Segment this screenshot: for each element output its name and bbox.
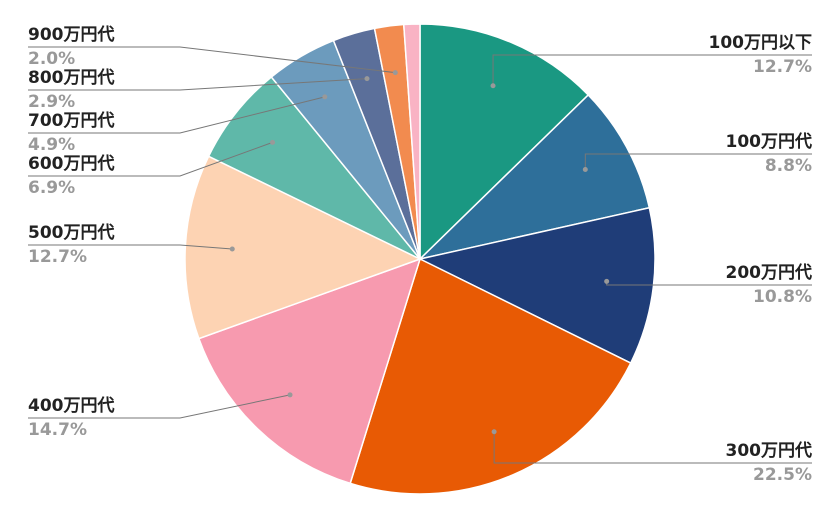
slice-value-label: 14.7% xyxy=(28,420,87,440)
slice-value-label: 6.9% xyxy=(28,178,75,198)
pie-slice xyxy=(419,23,590,261)
leader-line xyxy=(28,141,273,177)
leader-dot xyxy=(364,76,370,82)
slice-value-label: 2.9% xyxy=(28,92,75,112)
slice-label: 500万円代 xyxy=(28,222,115,243)
slice-label: 900万円代 xyxy=(28,24,115,45)
pie-slice xyxy=(197,257,422,485)
leader-line xyxy=(493,431,812,464)
pie-slice xyxy=(402,23,421,260)
leader-dot xyxy=(490,83,496,89)
slice-label: 600万円代 xyxy=(28,153,115,174)
slice-label: 800万円代 xyxy=(28,67,115,88)
slice-value-label: 12.7% xyxy=(28,247,87,267)
leader-dot xyxy=(491,429,497,435)
leader-line xyxy=(28,46,396,74)
slice-value-label: 2.0% xyxy=(28,49,75,69)
leader-line xyxy=(492,54,812,86)
leader-dot xyxy=(392,70,398,76)
leader-line xyxy=(28,96,325,134)
leader-line xyxy=(28,244,233,250)
leader-dot xyxy=(229,246,235,252)
slice-value-label: 4.9% xyxy=(28,135,75,155)
slice-label: 300万円代 xyxy=(726,440,813,461)
pie-slice xyxy=(417,206,656,365)
slice-value-label: 12.7% xyxy=(753,57,812,77)
leader-dot xyxy=(322,94,328,100)
pie-slice xyxy=(349,257,632,495)
slice-value-label: 8.8% xyxy=(765,156,812,176)
slice-value-label: 10.8% xyxy=(753,287,812,307)
slice-label: 400万円代 xyxy=(28,395,115,416)
leader-line xyxy=(28,78,368,91)
leader-dot xyxy=(270,139,276,145)
leader-line xyxy=(584,153,812,170)
slice-label: 700万円代 xyxy=(28,110,115,131)
leader-dot xyxy=(582,166,588,172)
pie-slice xyxy=(417,93,651,261)
pie-slice xyxy=(184,155,422,340)
slice-label: 200万円代 xyxy=(726,262,813,283)
leader-dot xyxy=(287,392,293,398)
slice-value-label: 22.5% xyxy=(753,465,812,485)
leader-line xyxy=(28,394,291,419)
leader-dot xyxy=(604,278,610,284)
slice-label: 100万円以下 xyxy=(709,33,813,53)
slice-label: 100万円代 xyxy=(726,131,813,152)
